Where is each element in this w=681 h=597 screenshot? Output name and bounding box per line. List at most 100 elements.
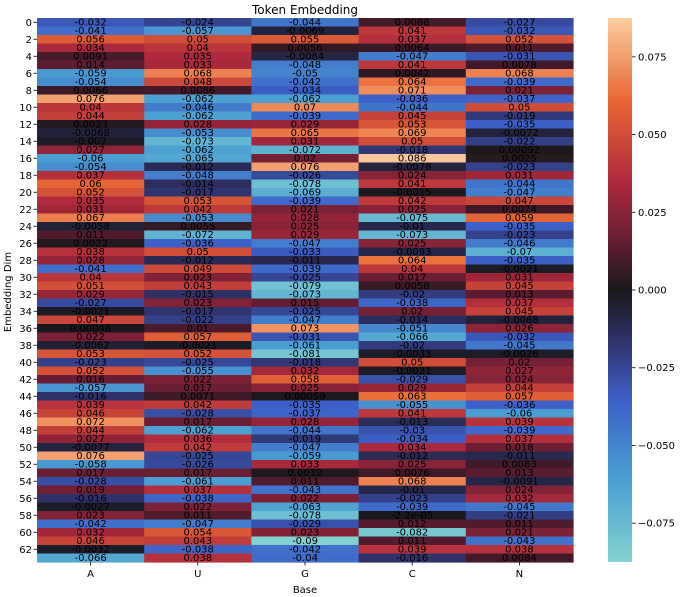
heatmap-cell bbox=[144, 273, 252, 283]
cell-value-label: 0.05 bbox=[508, 103, 530, 114]
cell-value-label: 0.069 bbox=[398, 128, 427, 139]
cell-value-label: -0.0069 bbox=[286, 26, 325, 37]
colorbar-tick-label: 0.025 bbox=[638, 208, 667, 219]
cell-value-label: 0.0055 bbox=[180, 222, 215, 233]
heatmap-cell bbox=[358, 264, 467, 274]
cell-value-label: 0.02 bbox=[508, 358, 530, 369]
cell-value-label: -0.065 bbox=[182, 154, 214, 165]
cell-value-label: 0.04 bbox=[187, 43, 209, 54]
cell-value-label: 0.065 bbox=[291, 128, 320, 139]
cell-value-label: 0.0078 bbox=[502, 60, 537, 71]
heatmap-cell bbox=[358, 392, 467, 402]
cell-value-label: 0.011 bbox=[505, 519, 534, 530]
heatmap-cell bbox=[358, 349, 467, 359]
heatmap-cell bbox=[144, 290, 252, 300]
heatmap-cell bbox=[251, 494, 360, 504]
heatmap-cell bbox=[358, 366, 467, 376]
cell-value-label: -0.02 bbox=[399, 290, 425, 301]
cell-value-label: 0.023 bbox=[183, 298, 212, 309]
heatmap-cell bbox=[358, 239, 467, 249]
heatmap-cell bbox=[465, 120, 574, 130]
heatmap-cell bbox=[358, 103, 467, 113]
heatmap-cell bbox=[144, 103, 252, 113]
heatmap-cell bbox=[144, 154, 252, 164]
heatmap-cell bbox=[251, 247, 360, 257]
heatmap-cell bbox=[465, 43, 574, 53]
heatmap-cell bbox=[144, 409, 252, 419]
heatmap-cell bbox=[465, 35, 574, 45]
cell-value-label: -0.079 bbox=[289, 281, 321, 292]
cell-value-label: 0.076 bbox=[76, 94, 105, 105]
cell-value-label: 0.076 bbox=[291, 162, 320, 173]
heatmap-cell bbox=[465, 188, 574, 198]
heatmap-cell bbox=[37, 553, 145, 563]
heatmap-cell bbox=[144, 86, 252, 96]
colorbar-ticks: 0.075 0.050 0.025 0.000 −0.025 −0.050 −0.075 bbox=[632, 52, 675, 530]
heatmap-cell bbox=[465, 222, 574, 232]
cell-value-label: -0.048 bbox=[289, 60, 321, 71]
cell-value-label: -0.078 bbox=[289, 511, 321, 522]
heatmap-cell bbox=[37, 451, 145, 461]
x-tick-label: N bbox=[516, 569, 523, 580]
heatmap-cell bbox=[144, 52, 252, 62]
y-tick-label: 36 bbox=[19, 324, 32, 335]
cell-value-label: 0.0071 bbox=[180, 392, 215, 403]
cell-value-label: -0.0077 bbox=[71, 443, 110, 454]
cell-value-label: 0.053 bbox=[183, 196, 212, 207]
y-tick-label: 18 bbox=[19, 171, 32, 182]
cell-value-label: -0.037 bbox=[503, 94, 535, 105]
cell-value-label: -0.02 bbox=[399, 341, 425, 352]
heatmap-cell bbox=[144, 137, 252, 147]
heatmap-cell bbox=[465, 536, 574, 546]
colorbar-tick-label: −0.075 bbox=[638, 519, 675, 530]
cell-value-label: 0.068 bbox=[398, 477, 427, 488]
heatmap-cell bbox=[37, 162, 145, 172]
cell-value-label: 0.0074 bbox=[502, 205, 537, 216]
heatmap-cell bbox=[37, 341, 145, 351]
cell-value-label: -0.029 bbox=[396, 375, 428, 386]
cell-value-label: 0.045 bbox=[505, 307, 534, 318]
cell-value-label: -0.026 bbox=[182, 460, 214, 471]
cell-value-label: 0.0056 bbox=[288, 43, 323, 54]
heatmap-cell bbox=[465, 324, 574, 334]
heatmap-cell bbox=[358, 256, 467, 266]
heatmap-cell bbox=[37, 26, 145, 36]
heatmap-cell bbox=[358, 52, 467, 62]
heatmap-cell bbox=[251, 315, 360, 325]
heatmap-cell bbox=[251, 434, 360, 444]
cell-value-label: -0.042 bbox=[74, 519, 106, 530]
heatmap-cell bbox=[144, 35, 252, 45]
heatmap-cell bbox=[251, 162, 360, 172]
heatmap-cell bbox=[251, 417, 360, 427]
y-tick-label: 24 bbox=[19, 222, 32, 233]
heatmap-cell bbox=[465, 94, 574, 104]
cell-value-label: 0.022 bbox=[291, 494, 320, 505]
heatmap-cell bbox=[465, 128, 574, 138]
cell-value-label: 0.021 bbox=[505, 528, 534, 539]
heatmap-cell bbox=[251, 545, 360, 555]
heatmap-cell bbox=[251, 392, 360, 402]
heatmap-cell bbox=[251, 519, 360, 529]
cell-value-label: -0.027 bbox=[503, 18, 535, 29]
cell-value-label: 0.0084 bbox=[502, 553, 537, 564]
heatmap-cell bbox=[37, 247, 145, 257]
cell-value-label: 0.049 bbox=[183, 264, 212, 275]
heatmap-cell bbox=[358, 171, 467, 181]
heatmap-cell bbox=[465, 511, 574, 521]
heatmap-cell bbox=[358, 502, 467, 512]
cell-value-label: 0.031 bbox=[505, 273, 534, 284]
heatmap-cell bbox=[465, 162, 574, 172]
colorbar-tick-label: 0.050 bbox=[638, 130, 667, 141]
cell-value-label: -0.039 bbox=[289, 264, 321, 275]
cell-value-label: 0.053 bbox=[76, 349, 105, 360]
cell-value-label: -0.051 bbox=[396, 324, 428, 335]
cell-value-label: 0.021 bbox=[505, 86, 534, 97]
cell-value-label: 0.046 bbox=[76, 536, 105, 547]
cell-value-label: -0.057 bbox=[182, 26, 214, 37]
cell-value-label: 0.016 bbox=[76, 375, 105, 386]
heatmap-cell bbox=[251, 290, 360, 300]
cell-value-label: -0.023 bbox=[503, 162, 535, 173]
cell-value-label: 0.038 bbox=[76, 247, 105, 258]
cell-value-label: -0.047 bbox=[396, 52, 428, 63]
